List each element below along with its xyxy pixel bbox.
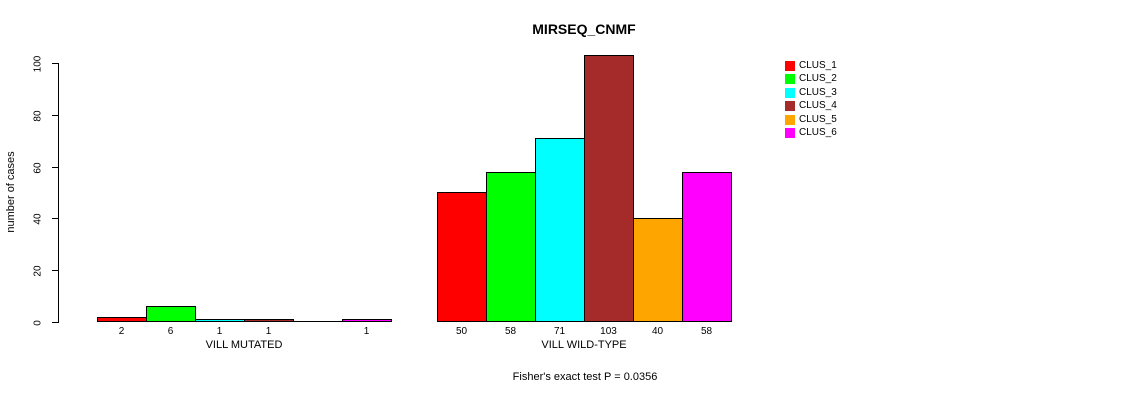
- y-tick-label: 80: [32, 110, 44, 122]
- bar-value-label: 58: [700, 326, 713, 337]
- bar: [584, 55, 634, 322]
- legend-item-label: CLUS_1: [799, 60, 837, 71]
- y-tick-label: 40: [32, 213, 44, 225]
- bar: [437, 192, 487, 322]
- legend-item-label: CLUS_4: [799, 100, 837, 111]
- legend-swatch: [785, 74, 795, 84]
- legend-swatch: [785, 128, 795, 138]
- y-tick-label: 60: [32, 162, 44, 174]
- bar-value-label: 1: [216, 326, 223, 337]
- legend-swatch: [785, 115, 795, 125]
- legend-item-label: CLUS_5: [799, 114, 837, 125]
- y-tick: [52, 115, 58, 116]
- y-tick: [52, 167, 58, 168]
- bar-value-label: 71: [553, 326, 566, 337]
- y-tick: [52, 322, 58, 323]
- y-tick: [52, 218, 58, 219]
- legend-swatch: [785, 88, 795, 98]
- stats-subtitle: Fisher's exact test P = 0.0356: [512, 371, 658, 383]
- bar: [535, 138, 585, 322]
- legend-item-label: CLUS_6: [799, 127, 837, 138]
- y-tick: [52, 63, 58, 64]
- y-axis-line: [58, 63, 59, 323]
- bar: [633, 218, 683, 322]
- legend-item-label: CLUS_3: [799, 87, 837, 98]
- bar-value-label: 6: [167, 326, 174, 337]
- bar-value-label: 1: [363, 326, 370, 337]
- legend-swatch: [785, 61, 795, 71]
- bar: [244, 319, 294, 322]
- bar: [682, 172, 732, 322]
- bar-value-label: 50: [455, 326, 468, 337]
- bar-value-label: 58: [504, 326, 517, 337]
- legend-swatch: [785, 101, 795, 111]
- y-tick: [52, 270, 58, 271]
- bar-value-label: 1: [265, 326, 272, 337]
- legend-item-label: CLUS_2: [799, 73, 837, 84]
- bar-value-label: 40: [651, 326, 664, 337]
- y-tick-label: 20: [32, 265, 44, 277]
- bar-value-label: 2: [118, 326, 125, 337]
- bar-value-label: 103: [600, 326, 617, 337]
- bar: [146, 306, 196, 322]
- bar: [486, 172, 536, 322]
- bar-zero-line: [293, 321, 343, 322]
- chart-title: MIRSEQ_CNMF: [532, 21, 636, 37]
- y-tick-label: 0: [32, 320, 44, 326]
- y-tick-label: 100: [32, 55, 44, 73]
- group-axis-label: VILL WILD-TYPE: [541, 339, 627, 351]
- bar: [195, 319, 245, 322]
- bar: [97, 317, 147, 322]
- y-axis-label: number of cases: [5, 151, 17, 233]
- group-axis-label: VILL MUTATED: [205, 339, 283, 351]
- bar: [342, 319, 392, 322]
